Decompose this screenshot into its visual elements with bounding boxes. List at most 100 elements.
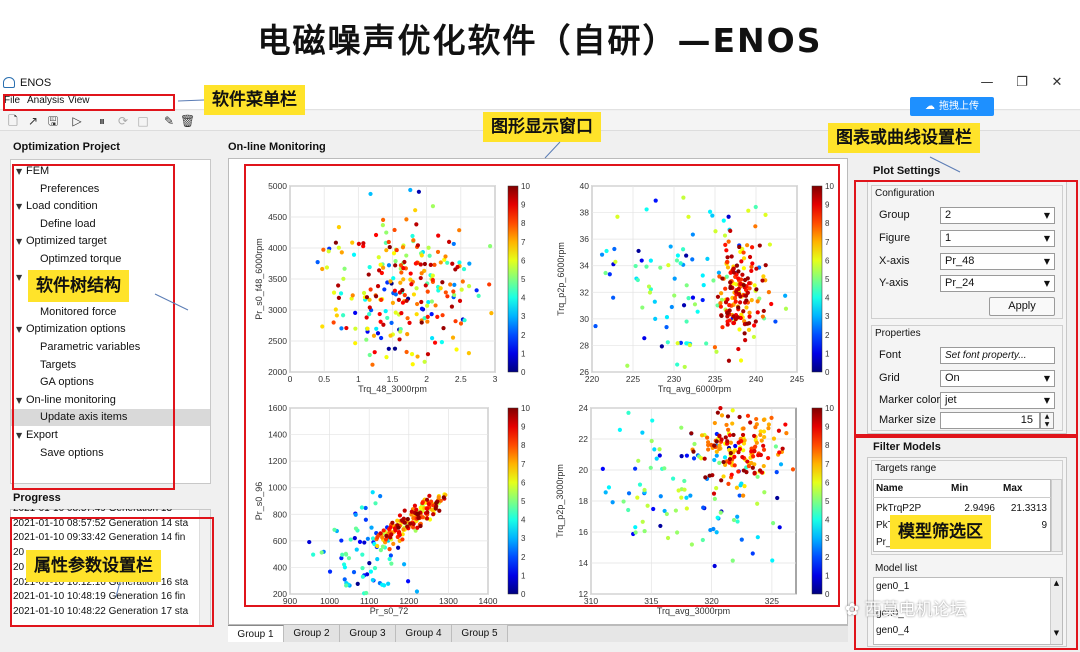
expand-toggle-icon[interactable]: ▼ (16, 202, 23, 212)
close-button[interactable]: ✕ (1051, 75, 1063, 90)
run-icon[interactable]: ▷ (72, 114, 82, 128)
data-point (384, 533, 389, 538)
menu-highlight-box (3, 94, 175, 111)
tree-item[interactable]: Optimized target (26, 235, 107, 248)
open-file-icon[interactable]: ↗ (27, 114, 39, 128)
group-select[interactable]: 2 ▼ (940, 207, 1055, 224)
data-point (423, 283, 428, 288)
data-point (749, 245, 755, 250)
data-point (752, 470, 757, 476)
data-point (425, 510, 430, 515)
tab-group-5[interactable]: Group 5 (452, 625, 508, 642)
colorbar-tick-label: 1 (521, 349, 526, 358)
data-point (723, 242, 728, 248)
data-point (410, 233, 415, 239)
data-point (414, 589, 420, 594)
data-point (730, 558, 735, 563)
row-name[interactable]: Pr_ (876, 537, 892, 548)
tab-group-2[interactable]: Group 2 (284, 625, 340, 642)
data-point (741, 282, 746, 288)
tree-item[interactable]: Save options (40, 446, 104, 459)
tree-item[interactable]: Export (26, 429, 58, 441)
data-point (673, 508, 678, 513)
menu-file[interactable]: File (4, 95, 21, 106)
tree-item[interactable]: On-line monitoring (26, 393, 116, 406)
tab-group-4[interactable]: Group 4 (396, 625, 452, 642)
menu-view[interactable]: View (68, 95, 90, 106)
data-point (388, 525, 393, 530)
tree-item[interactable]: Parametric variables (40, 341, 141, 353)
expand-toggle-icon[interactable]: ▼ (16, 325, 23, 335)
tree-item[interactable]: Load condition (26, 200, 98, 213)
tab-group-3[interactable]: Group 3 (340, 625, 396, 642)
expand-toggle-icon[interactable]: ▼ (16, 395, 23, 405)
tree-item[interactable]: Define load (40, 217, 96, 230)
marker-size-field[interactable]: 15 (940, 412, 1040, 429)
grid-select[interactable]: On ▼ (940, 370, 1055, 387)
data-point (487, 282, 492, 287)
data-point (705, 256, 710, 262)
marker-size-stepper[interactable]: ▲ ▼ (1040, 412, 1054, 429)
data-point (380, 217, 386, 223)
colorbar-tick-label: 4 (825, 294, 830, 303)
data-point (648, 258, 653, 263)
expand-toggle-icon[interactable]: ▼ (16, 237, 23, 247)
expand-toggle-icon[interactable]: ▼ (16, 272, 23, 282)
data-point (355, 581, 360, 586)
data-point (761, 443, 766, 448)
tree-item[interactable]: Preferences (40, 182, 100, 195)
minimize-button[interactable]: — (980, 75, 994, 90)
row-max[interactable]: 9 (1041, 520, 1047, 531)
row-max[interactable]: 21.3313 (1010, 503, 1047, 514)
list-item[interactable]: gen0_ (876, 608, 904, 619)
list-item[interactable]: gen0_4 (876, 625, 910, 636)
row-min[interactable]: 2.9496 (964, 503, 995, 514)
tree-item[interactable]: Update axis items (40, 411, 128, 424)
upload-button[interactable]: ☁ 拖拽上传 (910, 97, 994, 116)
targets-scrollbar[interactable] (1051, 479, 1062, 552)
list-item[interactable]: gen0_1 (876, 581, 910, 592)
refresh-icon[interactable]: ⟳ (117, 114, 129, 128)
tab-group-1[interactable]: Group 1 (228, 625, 284, 642)
data-point (672, 293, 677, 298)
tree-item[interactable]: GA options (40, 376, 94, 389)
new-file-icon[interactable]: 🗋 (8, 114, 18, 128)
figure-select[interactable]: 1 ▼ (940, 230, 1055, 247)
properties-group (871, 325, 1063, 431)
font-field[interactable]: Set font property... (940, 347, 1055, 364)
maximize-button[interactable]: ❐ (1016, 75, 1028, 90)
tree-item[interactable]: Monitored force (40, 305, 117, 318)
clean-icon[interactable]: ✎ (163, 114, 175, 128)
delete-icon[interactable]: 🗑 (180, 114, 196, 128)
stop-icon[interactable]: □ (137, 114, 149, 128)
yaxis-select[interactable]: Pr_24 ▼ (940, 275, 1055, 292)
data-point (666, 263, 671, 268)
progress-scrollbar[interactable] (199, 510, 210, 626)
row-name[interactable]: PkT (876, 520, 894, 531)
data-point (396, 525, 401, 530)
expand-toggle-icon[interactable]: ▼ (16, 167, 23, 176)
tree-item[interactable]: Targets (40, 358, 77, 371)
data-point (453, 267, 458, 272)
data-point (657, 453, 662, 458)
save-icon[interactable]: 🖫 (47, 114, 59, 128)
xaxis-select[interactable]: Pr_48 ▼ (940, 253, 1055, 270)
marker-color-select[interactable]: jet ▼ (940, 392, 1055, 409)
data-point (650, 418, 655, 423)
apply-button[interactable]: Apply (989, 297, 1055, 316)
data-point (633, 525, 638, 530)
data-point (727, 308, 732, 313)
tree-item[interactable]: Optimzed torque (40, 253, 122, 265)
pause-icon[interactable]: ⏸ (98, 114, 105, 128)
data-point (395, 518, 400, 523)
tree-item[interactable]: FEM (26, 165, 50, 177)
tree-item[interactable]: Optimization options (26, 323, 126, 336)
menu-analysis[interactable]: Analysis (27, 95, 65, 106)
data-point (727, 447, 732, 453)
data-point (728, 440, 734, 445)
model-list-scrollbar[interactable]: ▲ ▼ (1050, 578, 1062, 644)
marker-color-value: jet (945, 394, 957, 406)
data-point (769, 415, 774, 420)
expand-toggle-icon[interactable]: ▼ (16, 431, 23, 440)
row-name[interactable]: PkTrqP2P (876, 503, 922, 514)
